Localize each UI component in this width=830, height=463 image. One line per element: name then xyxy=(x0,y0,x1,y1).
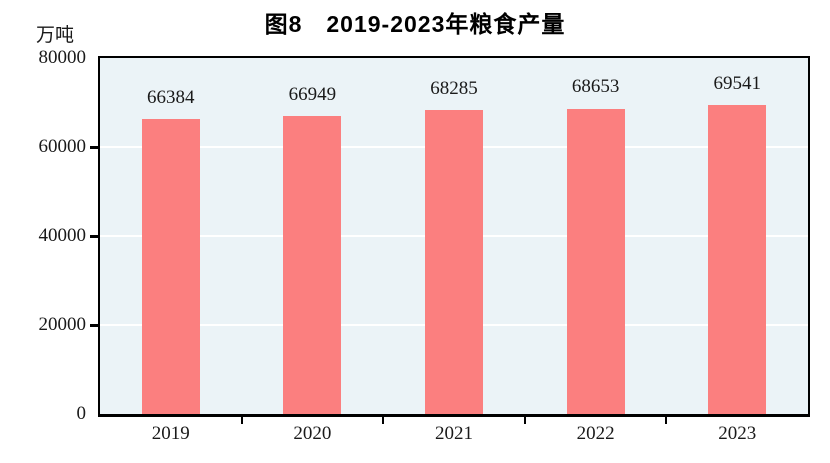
plot-area: 66384 66949 68285 68653 69541 xyxy=(98,56,810,417)
x-tick-mark-3 xyxy=(523,417,526,424)
x-tick-label-2022: 2022 xyxy=(576,423,615,444)
y-axis-unit-label: 万吨 xyxy=(36,25,75,46)
bar-value-label-2020: 66949 xyxy=(288,84,337,106)
y-tick-label-40000: 40000 xyxy=(38,225,87,246)
x-tick-label-2023: 2023 xyxy=(718,423,757,444)
bar-2021 xyxy=(425,110,483,414)
x-tick-mark-4 xyxy=(665,417,668,424)
bar-value-label-2023: 69541 xyxy=(713,72,761,94)
y-tick-label-0: 0 xyxy=(76,403,87,424)
x-tick-mark-2 xyxy=(382,417,385,424)
y-tick-mark-20000 xyxy=(90,324,98,327)
bar-2023 xyxy=(708,104,767,414)
y-tick-mark-40000 xyxy=(90,235,98,238)
bar-value-label-2022: 68653 xyxy=(571,76,620,98)
bar-value-label-2019: 66384 xyxy=(147,86,195,108)
bar-2022 xyxy=(566,108,625,414)
bar-2019 xyxy=(141,118,200,414)
x-tick-label-2021: 2021 xyxy=(435,423,473,444)
chart-title: 图8 2019-2023年粮食产量 xyxy=(264,11,566,37)
y-tick-label-60000: 60000 xyxy=(38,136,87,157)
y-tick-label-80000: 80000 xyxy=(38,47,87,68)
bar-value-label-2021: 68285 xyxy=(430,78,478,100)
bar-2020 xyxy=(283,116,342,414)
y-tick-label-20000: 20000 xyxy=(38,314,87,335)
x-tick-label-2019: 2019 xyxy=(151,423,190,444)
x-tick-label-2020: 2020 xyxy=(293,423,332,444)
y-tick-mark-60000 xyxy=(90,146,98,149)
x-tick-mark-1 xyxy=(240,417,243,424)
